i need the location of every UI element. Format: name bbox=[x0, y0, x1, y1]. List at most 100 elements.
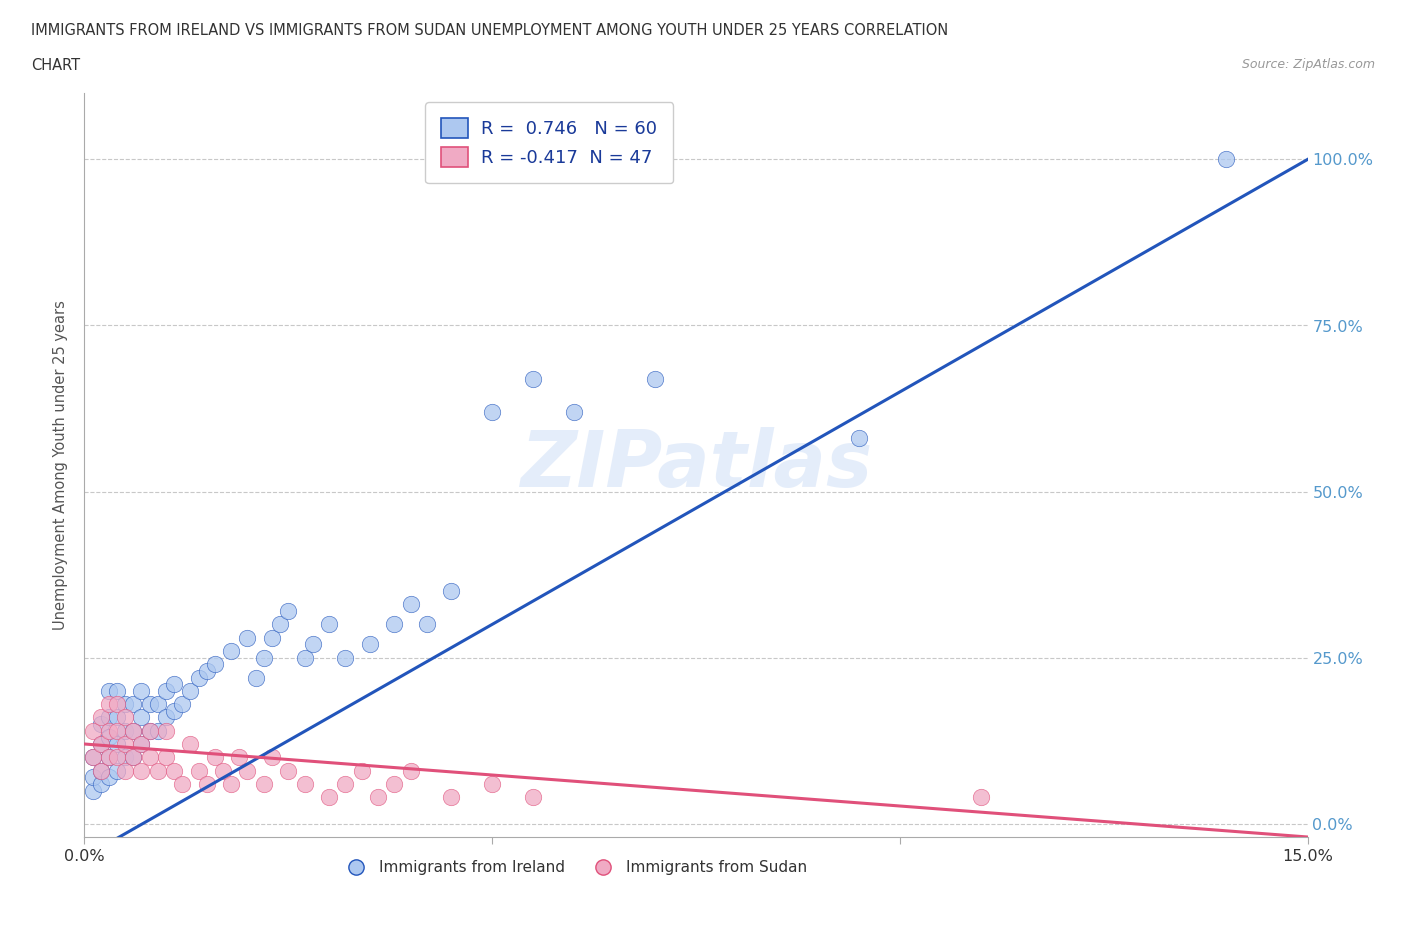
Point bbox=[105, 750, 128, 764]
Point bbox=[97, 710, 120, 724]
Text: ZIPatlas: ZIPatlas bbox=[520, 427, 872, 503]
Point bbox=[399, 764, 422, 778]
Point bbox=[90, 717, 112, 732]
Point bbox=[245, 671, 267, 685]
Point bbox=[236, 631, 259, 645]
Point bbox=[277, 604, 299, 618]
Point bbox=[335, 777, 357, 791]
Point bbox=[146, 724, 169, 738]
Point bbox=[155, 710, 177, 724]
Point bbox=[97, 750, 120, 764]
Point bbox=[481, 405, 503, 419]
Point bbox=[562, 405, 585, 419]
Point bbox=[90, 777, 112, 791]
Point bbox=[105, 684, 128, 698]
Point bbox=[644, 371, 666, 386]
Point bbox=[97, 730, 120, 745]
Point bbox=[219, 644, 242, 658]
Point bbox=[440, 584, 463, 599]
Point bbox=[172, 777, 194, 791]
Point bbox=[522, 790, 544, 804]
Point bbox=[301, 637, 323, 652]
Point bbox=[277, 764, 299, 778]
Text: Source: ZipAtlas.com: Source: ZipAtlas.com bbox=[1241, 58, 1375, 71]
Point bbox=[179, 737, 201, 751]
Point bbox=[105, 737, 128, 751]
Point bbox=[318, 617, 340, 631]
Point bbox=[105, 697, 128, 711]
Point bbox=[105, 764, 128, 778]
Point bbox=[114, 710, 136, 724]
Point bbox=[367, 790, 389, 804]
Point bbox=[172, 697, 194, 711]
Point bbox=[114, 737, 136, 751]
Point bbox=[146, 697, 169, 711]
Point bbox=[187, 671, 209, 685]
Point bbox=[122, 724, 145, 738]
Point bbox=[848, 431, 870, 445]
Point bbox=[97, 684, 120, 698]
Point bbox=[138, 750, 160, 764]
Point bbox=[131, 764, 153, 778]
Point bbox=[399, 597, 422, 612]
Point bbox=[90, 737, 112, 751]
Point bbox=[440, 790, 463, 804]
Point bbox=[260, 750, 283, 764]
Point bbox=[131, 737, 153, 751]
Point bbox=[260, 631, 283, 645]
Point bbox=[82, 783, 104, 798]
Point bbox=[204, 750, 226, 764]
Point bbox=[97, 770, 120, 785]
Point bbox=[179, 684, 201, 698]
Point bbox=[138, 724, 160, 738]
Point bbox=[82, 750, 104, 764]
Point bbox=[163, 764, 186, 778]
Point bbox=[212, 764, 235, 778]
Point bbox=[114, 764, 136, 778]
Point bbox=[236, 764, 259, 778]
Point bbox=[97, 697, 120, 711]
Point bbox=[522, 371, 544, 386]
Point bbox=[122, 697, 145, 711]
Point bbox=[1215, 152, 1237, 166]
Point bbox=[195, 777, 218, 791]
Point bbox=[350, 764, 373, 778]
Point bbox=[163, 677, 186, 692]
Text: IMMIGRANTS FROM IRELAND VS IMMIGRANTS FROM SUDAN UNEMPLOYMENT AMONG YOUTH UNDER : IMMIGRANTS FROM IRELAND VS IMMIGRANTS FR… bbox=[31, 23, 948, 38]
Point bbox=[122, 750, 145, 764]
Text: CHART: CHART bbox=[31, 58, 80, 73]
Point bbox=[114, 724, 136, 738]
Point bbox=[90, 764, 112, 778]
Point bbox=[138, 724, 160, 738]
Point bbox=[294, 650, 316, 665]
Point bbox=[359, 637, 381, 652]
Legend: Immigrants from Ireland, Immigrants from Sudan: Immigrants from Ireland, Immigrants from… bbox=[335, 855, 813, 882]
Point bbox=[97, 750, 120, 764]
Point bbox=[105, 710, 128, 724]
Point bbox=[90, 710, 112, 724]
Point bbox=[195, 663, 218, 678]
Point bbox=[155, 684, 177, 698]
Point bbox=[155, 750, 177, 764]
Point bbox=[382, 777, 405, 791]
Point bbox=[90, 764, 112, 778]
Point bbox=[204, 657, 226, 671]
Point bbox=[970, 790, 993, 804]
Point bbox=[131, 710, 153, 724]
Point bbox=[219, 777, 242, 791]
Point bbox=[253, 777, 276, 791]
Point bbox=[318, 790, 340, 804]
Point bbox=[187, 764, 209, 778]
Point bbox=[82, 724, 104, 738]
Point bbox=[146, 764, 169, 778]
Point bbox=[481, 777, 503, 791]
Point bbox=[82, 750, 104, 764]
Point bbox=[269, 617, 291, 631]
Point bbox=[228, 750, 250, 764]
Point bbox=[416, 617, 439, 631]
Point bbox=[253, 650, 276, 665]
Point bbox=[138, 697, 160, 711]
Point bbox=[90, 737, 112, 751]
Point bbox=[131, 684, 153, 698]
Point bbox=[114, 697, 136, 711]
